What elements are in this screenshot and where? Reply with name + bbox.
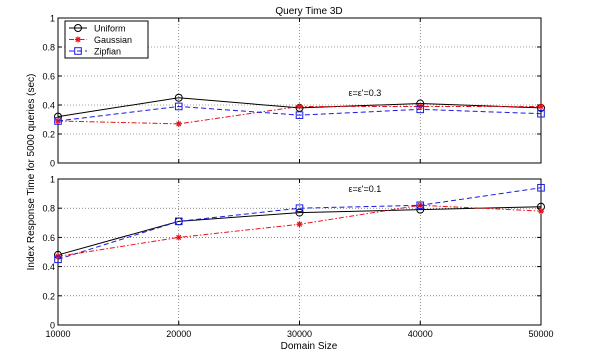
y-tick-label: 0.6 [42,72,55,82]
data-point-zipfian [295,111,304,119]
x-tick-label: 20000 [166,329,191,339]
x-axis-label: Domain Size [281,341,338,352]
annotation: ε=ε'=0.3 [348,88,381,98]
y-axis-label: Index Response Time for 5000 queries (se… [26,74,37,271]
data-point-zipfian [54,255,62,264]
legend-marker [74,24,82,32]
data-point-zipfian [295,204,304,212]
data-point-zipfian [54,117,62,125]
data-point-uniform [174,93,183,102]
x-tick-label: 30000 [287,329,312,339]
data-point-zipfian [537,183,545,192]
data-point-zipfian [174,217,183,226]
y-tick-label: 1 [50,175,55,185]
y-tick-label: 0.8 [42,204,55,214]
series-line-zipfian [57,105,542,122]
data-point-gaussian [296,103,303,110]
y-tick-label: 0.2 [42,291,55,301]
data-point-gaussian [538,208,544,215]
legend-label: Uniform [94,24,126,34]
series-line-zipfian [57,187,542,260]
x-tick-label: 40000 [408,329,433,339]
legend-marker [75,36,81,43]
y-tick-label: 0.4 [42,262,55,272]
annotation: ε=ε'=0.1 [348,184,381,194]
data-point-zipfian [416,105,425,114]
plot-area: 0 0.2 0.4 0.6 0.8 1 ε=ε'=0.3 0 0.2 0.4 0.6 0.8 1 ε=ε'… [42,14,553,340]
legend-label: Zipfian [94,47,121,57]
legend-marker [74,47,82,55]
y-tick-label: 0.6 [42,233,55,243]
legend-label: Gaussian [94,35,132,45]
data-point-gaussian [296,221,303,228]
data-point-uniform [295,208,304,217]
series-line-uniform [57,206,542,256]
data-point-gaussian [538,103,544,110]
y-tick-label: 0 [50,321,55,331]
chart-title: Query Time 3D [275,6,342,17]
y-tick-label: 0.4 [42,101,55,111]
y-tick-label: 1 [50,14,55,24]
y-tick-label: 0.2 [42,130,55,140]
x-tick-label: 50000 [528,329,553,339]
data-point-zipfian [416,201,425,210]
y-tick-label: 0 [50,159,55,169]
x-tick-label: 10000 [45,329,70,339]
y-tick-label: 0.8 [42,43,55,53]
data-point-zipfian [537,109,545,118]
data-point-zipfian [174,102,183,111]
data-point-gaussian [175,234,182,241]
data-point-gaussian [175,120,182,127]
